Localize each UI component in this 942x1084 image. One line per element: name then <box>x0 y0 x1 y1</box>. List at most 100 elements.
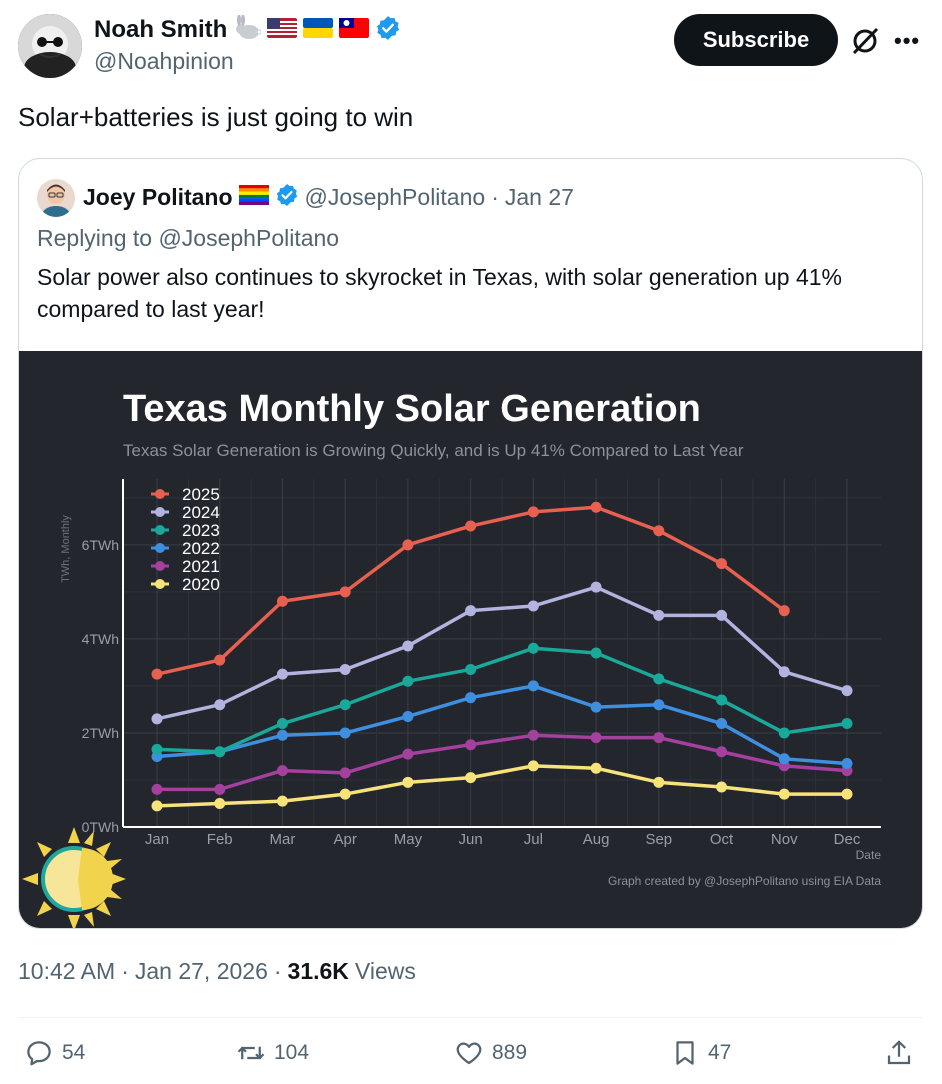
data-point-2021 <box>151 783 163 795</box>
share-icon <box>887 1040 911 1065</box>
series-line-2020 <box>156 764 847 808</box>
quoted-date[interactable]: Jan 27 <box>504 183 574 210</box>
grok-icon[interactable] <box>848 24 882 58</box>
bookmark-button[interactable]: 47 <box>670 1038 731 1068</box>
like-button[interactable]: 889 <box>454 1038 527 1068</box>
data-point-2023 <box>214 746 226 758</box>
data-point-2021 <box>276 765 288 777</box>
data-point-2020 <box>465 772 477 784</box>
legend-swatch-dot <box>155 507 165 517</box>
divider <box>18 1017 923 1018</box>
views-count: 31.6K <box>287 958 349 984</box>
series-line-2022 <box>156 684 848 766</box>
series-line-2023 <box>156 646 848 754</box>
subscribe-button[interactable]: Subscribe <box>674 14 838 66</box>
reply-button[interactable]: 54 <box>24 1038 85 1068</box>
quoted-handle[interactable]: @JosephPolitano <box>304 183 486 210</box>
reply-icon <box>27 1041 51 1066</box>
heart-icon <box>456 1042 482 1065</box>
x-tick-label: Apr <box>334 831 357 848</box>
rainbow-flag-icon <box>238 184 269 210</box>
chart-image[interactable]: Texas Monthly Solar Generation Texas Sol… <box>19 351 922 928</box>
data-point-2021 <box>402 748 414 760</box>
data-point-2022 <box>778 753 790 765</box>
data-point-2020 <box>402 776 414 788</box>
share-button[interactable] <box>884 1038 914 1068</box>
data-point-2020 <box>214 797 226 809</box>
legend-swatch-dot <box>155 579 165 589</box>
rabbit-emoji <box>233 13 262 46</box>
x-tick-label: Nov <box>771 831 798 848</box>
legend-label: 2023 <box>182 521 220 540</box>
series-line-2024 <box>156 585 848 721</box>
data-point-2023 <box>778 727 790 739</box>
author-handle[interactable]: @Noahpinion <box>94 48 234 74</box>
data-point-2021 <box>339 767 351 779</box>
data-point-2023 <box>339 699 351 711</box>
bookmark-icon <box>676 1041 694 1065</box>
ukraine-flag-icon <box>303 17 334 43</box>
legend-swatch-dot <box>155 525 165 535</box>
data-point-2025 <box>778 605 790 617</box>
sun-icon <box>22 827 126 928</box>
data-point-2024 <box>841 685 853 697</box>
author-name-row: Noah Smith <box>94 13 401 46</box>
quoted-separator: · <box>491 183 499 210</box>
data-point-2022 <box>716 718 728 730</box>
quoted-tweet[interactable]: Joey Politano @JosephPolitano · Jan 27 R… <box>18 158 923 929</box>
quoted-display-name[interactable]: Joey Politano <box>83 183 233 210</box>
legend-swatch-dot <box>155 489 165 499</box>
data-point-2020 <box>841 788 853 800</box>
data-point-2022 <box>527 680 539 692</box>
verified-icon <box>375 15 401 46</box>
data-point-2020 <box>339 788 351 800</box>
x-tick-label: Dec <box>834 831 861 848</box>
tweet-time[interactable]: 10:42 AM <box>18 958 116 984</box>
data-point-2021 <box>653 732 665 744</box>
quoted-text: Solar power also continues to skyrocket … <box>37 264 843 322</box>
data-point-2023 <box>653 673 665 685</box>
x-tick-label: Aug <box>583 831 610 848</box>
data-point-2024 <box>465 605 477 617</box>
data-point-2020 <box>151 800 163 812</box>
bookmark-count: 47 <box>708 1041 732 1064</box>
data-point-2021 <box>527 729 539 741</box>
meta-separator: · <box>273 958 282 984</box>
data-point-2025 <box>339 586 351 598</box>
data-point-2024 <box>339 663 351 675</box>
x-tick-label: Jun <box>459 831 483 848</box>
repost-button[interactable]: 104 <box>236 1038 309 1068</box>
data-point-2024 <box>527 600 539 612</box>
x-tick-label: Oct <box>710 831 734 848</box>
data-point-2025 <box>151 668 163 680</box>
data-point-2023 <box>151 743 163 755</box>
data-point-2025 <box>590 501 602 513</box>
data-point-2022 <box>402 710 414 722</box>
solar-chart: Texas Monthly Solar Generation Texas Sol… <box>22 388 881 928</box>
data-point-2024 <box>402 640 414 652</box>
taiwan-flag-icon <box>339 17 370 43</box>
chart-title: Texas Monthly Solar Generation <box>123 388 701 430</box>
data-point-2022 <box>653 699 665 711</box>
data-point-2023 <box>590 647 602 659</box>
legend-label: 2021 <box>182 557 220 576</box>
data-point-2020 <box>716 781 728 793</box>
author-display-name[interactable]: Noah Smith <box>94 16 228 43</box>
quoted-author-avatar[interactable] <box>37 179 75 217</box>
data-point-2020 <box>653 776 665 788</box>
data-point-2025 <box>276 595 288 607</box>
data-point-2021 <box>590 732 602 744</box>
quoted-replying-to: Replying to @JosephPolitano <box>37 225 340 251</box>
data-point-2021 <box>214 783 226 795</box>
author-avatar[interactable] <box>18 14 82 78</box>
us-flag-icon <box>267 17 298 43</box>
quoted-author-row: Joey Politano @JosephPolitano · Jan 27 <box>83 181 574 213</box>
data-point-2023 <box>527 642 539 654</box>
tweet-date[interactable]: Jan 27, 2026 <box>134 958 268 984</box>
more-icon[interactable]: ••• <box>894 28 921 53</box>
data-point-2025 <box>527 506 539 518</box>
x-tick-label: Jul <box>524 831 543 848</box>
data-point-2022 <box>841 758 853 770</box>
data-point-2024 <box>151 713 163 725</box>
data-point-2024 <box>276 668 288 680</box>
